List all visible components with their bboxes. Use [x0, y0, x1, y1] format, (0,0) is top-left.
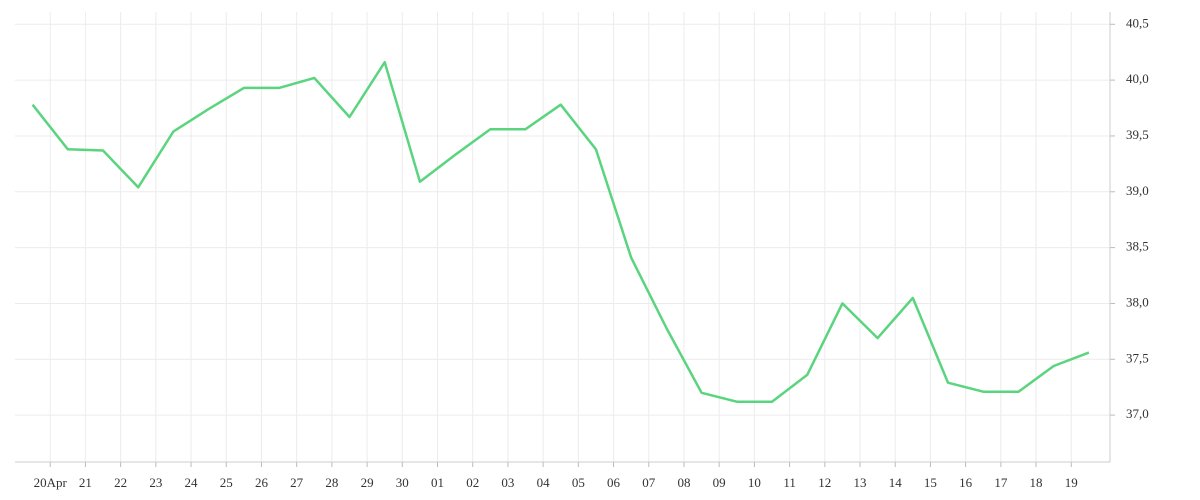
x-tick-label: 17 — [994, 475, 1008, 490]
x-tick-label: 18 — [1030, 475, 1043, 490]
y-tick-label: 37,0 — [1126, 406, 1149, 421]
x-tick-label: 16 — [959, 475, 973, 490]
x-tick-label: 05 — [572, 475, 585, 490]
y-tick-label: 38,0 — [1126, 294, 1149, 309]
x-tick-label: 01 — [431, 475, 444, 490]
x-tick-label: 10 — [748, 475, 761, 490]
y-tick-label: 39,5 — [1126, 127, 1149, 142]
x-tick-label: 21 — [79, 475, 92, 490]
x-tick-label: 30 — [396, 475, 409, 490]
x-tick-label: 22 — [114, 475, 127, 490]
x-tick-label: 06 — [607, 475, 621, 490]
x-tick-label: 08 — [677, 475, 690, 490]
x-tick-label: 07 — [642, 475, 656, 490]
x-tick-label: 24 — [185, 475, 199, 490]
x-tick-label: 02 — [466, 475, 479, 490]
x-tick-label: 11 — [783, 475, 796, 490]
x-tick-label: 27 — [290, 475, 304, 490]
x-tick-label: 26 — [255, 475, 269, 490]
x-tick-label: 20Apr — [34, 475, 68, 490]
x-tick-label: 03 — [501, 475, 514, 490]
x-tick-label: 29 — [361, 475, 374, 490]
x-tick-label: 23 — [149, 475, 162, 490]
x-tick-label: 19 — [1065, 475, 1078, 490]
x-tick-label: 14 — [889, 475, 903, 490]
y-tick-label: 39,0 — [1126, 183, 1149, 198]
x-tick-label: 25 — [220, 475, 233, 490]
y-tick-label: 40,5 — [1126, 15, 1149, 30]
y-tick-label: 37,5 — [1126, 350, 1149, 365]
x-tick-label: 13 — [854, 475, 867, 490]
x-tick-label: 28 — [325, 475, 338, 490]
line — [31, 60, 1090, 403]
x-tick-label: 09 — [713, 475, 726, 490]
x-tick-label: 12 — [818, 475, 831, 490]
x-tick-label: 04 — [537, 475, 551, 490]
y-tick-label: 40,0 — [1126, 71, 1149, 86]
y-tick-label: 38,5 — [1126, 239, 1149, 254]
x-tick-label: 15 — [924, 475, 937, 490]
